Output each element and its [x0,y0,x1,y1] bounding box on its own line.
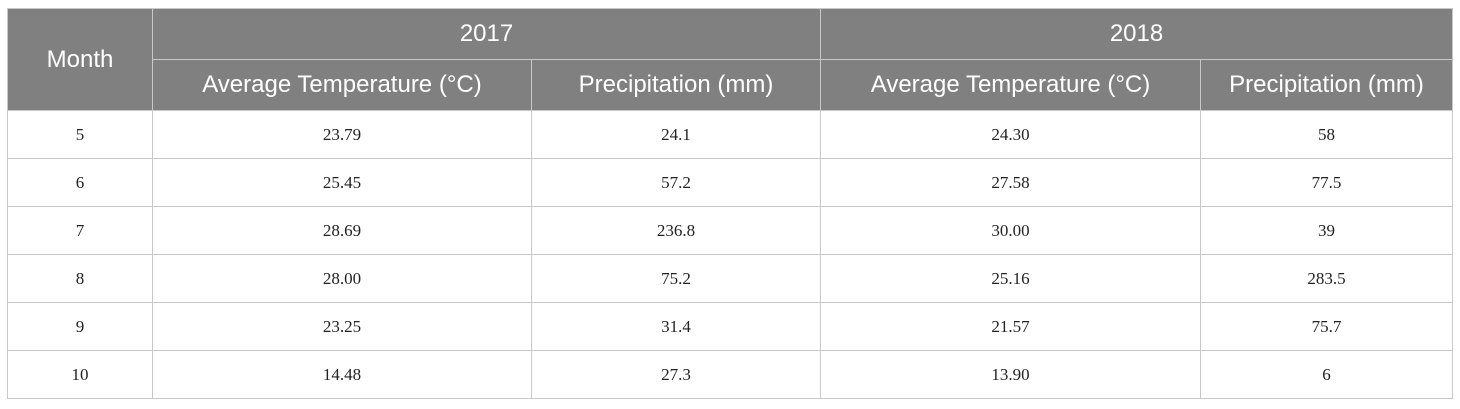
cell-2018-avg-temperature: 30.00 [820,206,1202,255]
header-month: Month [7,8,153,111]
header-year-2017: 2017 [151,8,822,60]
cell-2017-precipitation: 24.1 [530,110,822,159]
cell-month: 8 [7,254,153,303]
cell-2017-precipitation: 75.2 [530,254,822,303]
header-year-2018: 2018 [820,8,1454,60]
cell-2017-avg-temperature: 25.45 [152,158,532,207]
cell-2018-precipitation: 77.5 [1200,158,1454,207]
cell-2017-avg-temperature: 28.69 [152,206,532,255]
cell-2018-avg-temperature: 13.90 [820,350,1202,399]
cell-2018-precipitation: 58 [1200,110,1454,159]
header-row-metrics: Average Temperature (°C) Precipitation (… [8,59,1454,111]
table-header: Month 2017 2018 Average Temperature (°C)… [7,8,1454,111]
cell-2018-precipitation: 283.5 [1200,254,1454,303]
cell-2017-avg-temperature: 14.48 [152,350,532,399]
climate-table-container: Month 2017 2018 Average Temperature (°C)… [7,8,1454,399]
header-2017-precipitation: Precipitation (mm) [530,59,822,111]
cell-month: 7 [7,206,153,255]
cell-2017-precipitation: 31.4 [530,302,822,351]
cell-month: 9 [7,302,153,351]
table-body: 5 23.79 24.1 24.30 58 6 25.45 57.2 27.58… [7,110,1454,399]
table-row: 9 23.25 31.4 21.57 75.7 [7,302,1454,351]
cell-2018-avg-temperature: 21.57 [820,302,1202,351]
cell-month: 6 [7,158,153,207]
cell-2018-avg-temperature: 25.16 [820,254,1202,303]
table-row: 7 28.69 236.8 30.00 39 [7,206,1454,255]
cell-month: 5 [7,110,153,159]
cell-2017-avg-temperature: 23.79 [152,110,532,159]
cell-2018-precipitation: 6 [1200,350,1454,399]
cell-2017-avg-temperature: 28.00 [152,254,532,303]
cell-2017-precipitation: 236.8 [530,206,822,255]
header-2018-avg-temperature: Average Temperature (°C) [820,59,1202,111]
table-row: 6 25.45 57.2 27.58 77.5 [7,158,1454,207]
cell-2018-avg-temperature: 27.58 [820,158,1202,207]
cell-2018-precipitation: 75.7 [1200,302,1454,351]
header-2018-precipitation: Precipitation (mm) [1200,59,1454,111]
cell-2017-avg-temperature: 23.25 [152,302,532,351]
table-row: 8 28.00 75.2 25.16 283.5 [7,254,1454,303]
header-row-years: Month 2017 2018 [7,8,1454,111]
cell-2018-precipitation: 39 [1200,206,1454,255]
table-row: 5 23.79 24.1 24.30 58 [7,110,1454,159]
cell-2017-precipitation: 27.3 [530,350,822,399]
climate-table: Month 2017 2018 Average Temperature (°C)… [7,8,1454,399]
header-2017-avg-temperature: Average Temperature (°C) [152,59,532,111]
table-row: 10 14.48 27.3 13.90 6 [7,350,1454,399]
cell-2018-avg-temperature: 24.30 [820,110,1202,159]
cell-2017-precipitation: 57.2 [530,158,822,207]
cell-month: 10 [7,350,153,399]
